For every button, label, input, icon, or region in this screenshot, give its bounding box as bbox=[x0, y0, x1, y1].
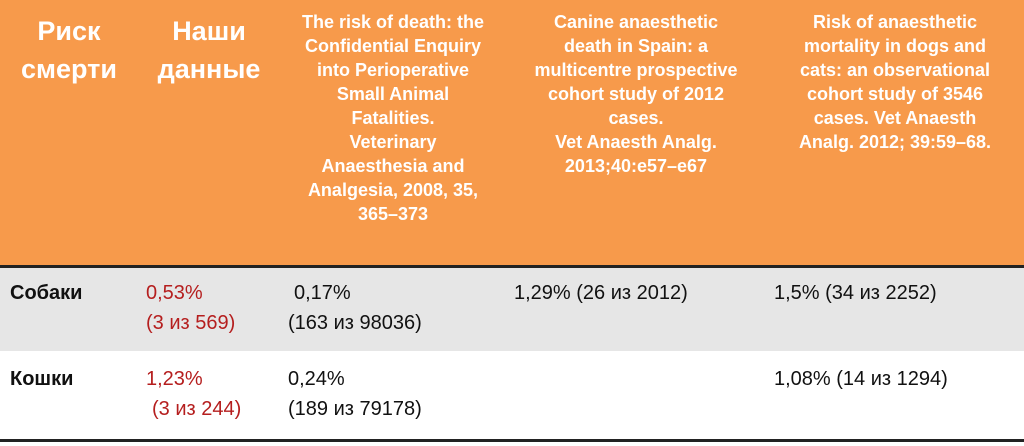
header-ref3-line: mortality in dogs and bbox=[803, 36, 986, 56]
our-data-count: (3 из 244) bbox=[152, 397, 242, 420]
header-ours-line: данные bbox=[157, 54, 261, 84]
header-ref2-line: Canine anaesthetic bbox=[553, 12, 719, 32]
species-cell: Собаки bbox=[10, 281, 83, 304]
ref1-count: (163 из 98036) bbox=[288, 311, 422, 334]
header-ref1-line: Fatalities. bbox=[351, 108, 435, 128]
species-cell: Кошки bbox=[10, 367, 74, 390]
header-ref1-line: 365–373 bbox=[357, 204, 429, 224]
header-ref1-line: Veterinary bbox=[349, 132, 437, 152]
header-ref3-line: Risk of anaesthetic bbox=[812, 12, 978, 32]
header-ref3-line: cases. Vet Anaesth bbox=[813, 108, 977, 128]
ref3-value: 1,5% (34 из 2252) bbox=[774, 281, 937, 304]
header-ours: Наши данные bbox=[138, 0, 280, 266]
ref3-cell: 1,5% (34 из 2252) bbox=[766, 266, 1024, 352]
table-row-cats: Кошки 1,23% (3 из 244) 0,24% (189 из 791… bbox=[0, 352, 1024, 440]
header-risk: Риск смерти bbox=[0, 0, 138, 266]
header-ref1-line: The risk of death: the bbox=[301, 12, 485, 32]
our-data-cell: 0,53% (3 из 569) bbox=[138, 266, 280, 352]
our-data-count: (3 из 569) bbox=[146, 311, 236, 334]
ref2-cell bbox=[506, 352, 766, 440]
our-data-pct: 0,53% bbox=[146, 281, 203, 304]
our-data-cell: 1,23% (3 из 244) bbox=[138, 352, 280, 440]
header-ref3-line: Analg. 2012; 39:59–68. bbox=[798, 132, 992, 152]
header-ref2-line: cases. bbox=[608, 108, 664, 128]
header-ref2-line: Vet Anaesth Analg. bbox=[555, 132, 717, 152]
ref1-pct: 0,17% bbox=[294, 281, 351, 304]
header-ref3: Risk of anaesthetic mortality in dogs an… bbox=[766, 0, 1024, 266]
header-ref1-line: Confidential Enquiry bbox=[304, 36, 481, 56]
header-ref1-line: into Perioperative bbox=[316, 60, 470, 80]
header-ref1-line: Analgesia, 2008, 35, bbox=[307, 180, 479, 200]
ref1-cell: 0,17% (163 из 98036) bbox=[280, 266, 506, 352]
header-ours-line: Наши bbox=[172, 16, 246, 46]
header-risk-line: смерти bbox=[21, 54, 117, 84]
header-row: Риск смерти Наши данные The risk of deat… bbox=[0, 0, 1024, 266]
header-ref1-line: Anaesthesia and bbox=[321, 156, 465, 176]
header-ref1-line: Small Animal bbox=[336, 84, 450, 104]
header-ref3-line: cats: an observational bbox=[799, 60, 991, 80]
ref3-value: 1,08% (14 из 1294) bbox=[774, 367, 948, 390]
ref1-cell: 0,24% (189 из 79178) bbox=[280, 352, 506, 440]
header-ref1: The risk of death: the Confidential Enqu… bbox=[280, 0, 506, 266]
header-risk-line: Риск bbox=[37, 16, 101, 46]
header-ref2: Canine anaesthetic death in Spain: a mul… bbox=[506, 0, 766, 266]
header-ref2-line: death in Spain: a bbox=[563, 36, 709, 56]
ref2-cell: 1,29% (26 из 2012) bbox=[506, 266, 766, 352]
header-ref3-line: cohort study of 3546 bbox=[806, 84, 984, 104]
ref2-value: 1,29% (26 из 2012) bbox=[514, 281, 688, 304]
header-ref2-line: cohort study of 2012 bbox=[547, 84, 725, 104]
table-row-dogs: Собаки 0,53% (3 из 569) 0,17% (163 из 98… bbox=[0, 266, 1024, 352]
header-ref2-line: multicentre prospective bbox=[534, 60, 738, 80]
ref3-cell: 1,08% (14 из 1294) bbox=[766, 352, 1024, 440]
ref1-pct: 0,24% bbox=[288, 367, 345, 390]
header-ref2-line: 2013;40:e57–e67 bbox=[564, 156, 708, 176]
ref1-count: (189 из 79178) bbox=[288, 397, 422, 420]
our-data-pct: 1,23% bbox=[146, 367, 203, 390]
